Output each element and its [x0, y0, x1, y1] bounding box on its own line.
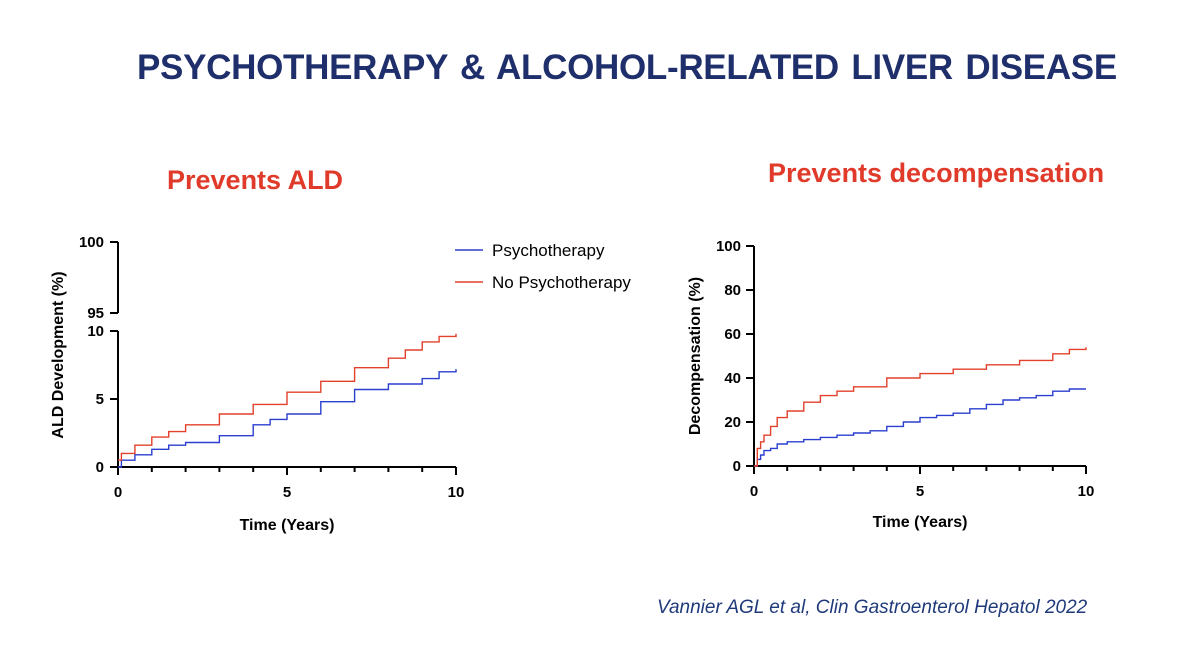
decomp-psychotherapy-line — [754, 388, 1086, 467]
left-chart-subtitle: Prevents ALD — [167, 165, 344, 195]
citation: Vannier AGL et al, Clin Gastroenterol He… — [657, 597, 1088, 618]
decomp-no-psychotherapy-line — [754, 347, 1087, 467]
ald-x-tick-label: 5 — [283, 484, 291, 501]
ald-legend: Psychotherapy No Psychotherapy — [455, 241, 631, 292]
decomp-y-tick-label: 100 — [716, 238, 741, 255]
ald-y-tick-label: 10 — [87, 323, 104, 340]
slide-title: PSYCHOTHERAPY & ALCOHOL-RELATED LIVER DI… — [137, 48, 1117, 87]
ald-y-tick-label: 100 — [79, 234, 104, 251]
decomp-y-axis-title: Decompensation (%) — [687, 277, 704, 435]
ald-y-tick-label: 5 — [96, 391, 104, 408]
legend-psychotherapy-label: Psychotherapy — [492, 241, 605, 260]
ald-x-axis-title: Time (Years) — [240, 517, 335, 534]
ald-x-tick-label: 10 — [448, 484, 465, 501]
decompensation-chart: Decompensation (%) Time (Years) 0 20 40 60 8… — [687, 238, 1094, 531]
right-chart-subtitle: Prevents decompensation — [768, 158, 1105, 188]
legend-no-psychotherapy-label: No Psychotherapy — [492, 273, 631, 292]
ald-y-axis-title: ALD Development (%) — [50, 271, 67, 438]
decomp-y-tick-label: 0 — [733, 458, 741, 475]
decomp-y-tick-label: 80 — [724, 282, 741, 299]
ald-y-tick-label: 95 — [87, 305, 104, 322]
ald-x-tick-label: 0 — [114, 484, 122, 501]
decomp-x-tick-label: 0 — [750, 483, 758, 500]
ald-psychotherapy-line — [118, 369, 457, 468]
decomp-x-axis-title: Time (Years) — [873, 514, 968, 531]
ald-no-psychotherapy-line — [118, 333, 457, 461]
ald-y-tick-label: 0 — [96, 459, 104, 476]
decomp-y-tick-label: 60 — [724, 326, 741, 343]
decomp-y-tick-label: 20 — [724, 414, 741, 431]
decomp-y-tick-label: 40 — [724, 370, 741, 387]
ald-chart: ALD Development (%) Time (Years) Psychot… — [50, 234, 631, 534]
decomp-x-tick-label: 10 — [1078, 483, 1095, 500]
decomp-x-tick-label: 5 — [916, 483, 924, 500]
